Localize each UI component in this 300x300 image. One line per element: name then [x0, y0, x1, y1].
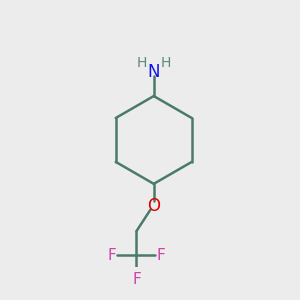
Text: H: H	[160, 56, 171, 70]
Text: F: F	[132, 272, 141, 287]
Text: F: F	[108, 248, 116, 263]
Text: O: O	[147, 197, 160, 215]
Text: N: N	[148, 63, 160, 81]
Text: H: H	[136, 56, 147, 70]
Text: F: F	[156, 248, 165, 263]
